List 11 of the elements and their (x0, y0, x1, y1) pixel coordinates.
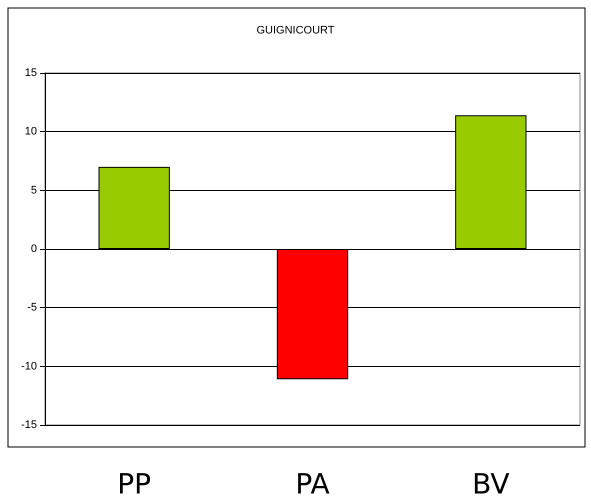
y-tick-label: -5 (27, 302, 37, 314)
x-tick-label: PP (117, 468, 152, 500)
y-tick-label: -10 (21, 360, 37, 372)
x-tick-label: PA (295, 468, 330, 500)
y-tick-label: 10 (24, 126, 37, 138)
x-tick-label: BV (472, 468, 510, 500)
y-tick-label: -15 (21, 419, 37, 431)
chart-title: GUIGNICOURT (256, 24, 335, 36)
y-tick-label: 15 (24, 67, 37, 79)
y-tick-label: 5 (30, 184, 37, 196)
y-tick-label: 0 (30, 243, 37, 255)
